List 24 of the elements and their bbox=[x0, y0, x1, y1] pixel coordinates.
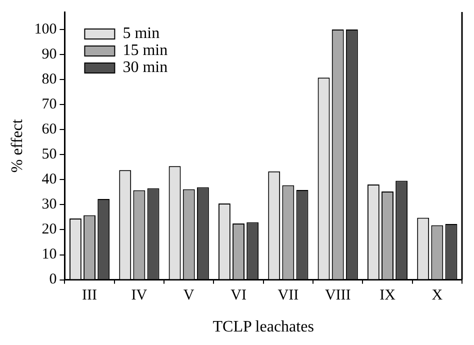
x-tick-label: X bbox=[432, 288, 443, 304]
x-tick-label: IX bbox=[380, 288, 396, 304]
legend-label: 5 min bbox=[122, 25, 160, 42]
y-tick-label: 30 bbox=[42, 196, 57, 213]
x-tick-label: V bbox=[183, 288, 194, 304]
x-tick-label: VIII bbox=[324, 288, 351, 304]
legend-label: 30 min bbox=[122, 59, 168, 76]
x-tick-label: VII bbox=[278, 288, 299, 304]
y-tick-label: 70 bbox=[42, 96, 57, 113]
y-axis-title: % effect bbox=[8, 118, 26, 173]
y-tick-label: 50 bbox=[42, 146, 57, 163]
y-tick-label: 40 bbox=[42, 172, 57, 188]
y-tick-label: 60 bbox=[42, 122, 57, 138]
x-axis-title: TCLP leachates bbox=[212, 318, 314, 336]
x-tick-label: IV bbox=[131, 288, 148, 304]
x-tick-label: VI bbox=[230, 288, 246, 304]
y-tick-label: 0 bbox=[49, 272, 57, 288]
y-tick-label: 20 bbox=[42, 222, 57, 238]
y-tick-label: 10 bbox=[42, 246, 57, 263]
legend-label: 15 min bbox=[122, 42, 168, 60]
y-tick-label: 90 bbox=[42, 46, 57, 62]
y-tick-label: 80 bbox=[42, 72, 57, 88]
x-tick-label: III bbox=[82, 288, 98, 304]
y-tick-label: 100 bbox=[34, 21, 57, 38]
